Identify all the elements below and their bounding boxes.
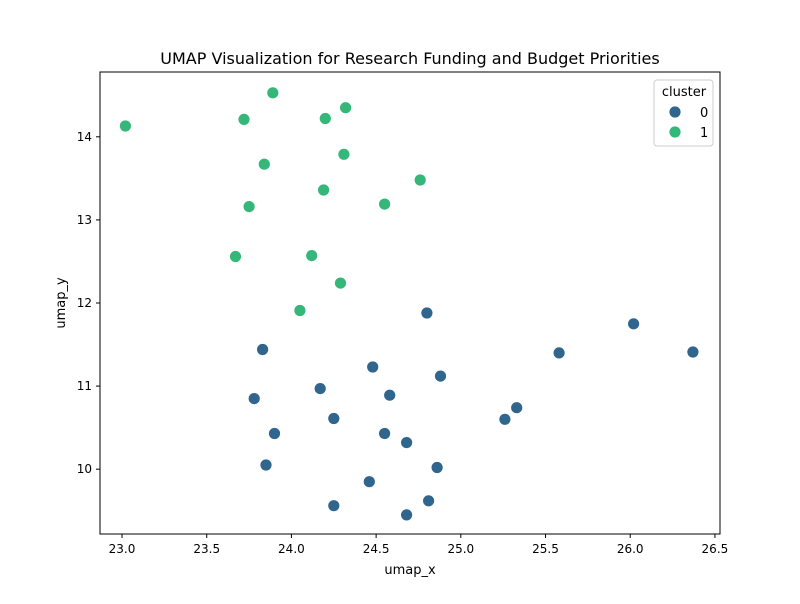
plot-points: [119, 86, 700, 522]
chart-title: UMAP Visualization for Research Funding …: [160, 49, 659, 68]
data-point-cluster-1-10: [242, 200, 256, 214]
data-point-cluster-0-7: [313, 382, 327, 396]
legend-box: [653, 79, 714, 147]
data-point-cluster-0-2: [552, 346, 566, 360]
data-point-cluster-0-12: [327, 412, 341, 425]
x-tick-label: 23.0: [109, 542, 136, 556]
legend: cluster 0 1: [653, 79, 714, 147]
data-point-cluster-1-6: [257, 157, 271, 171]
x-tick-label: 26.0: [617, 542, 644, 556]
x-tick-label: 24.5: [363, 542, 390, 556]
x-tick-label: 23.5: [193, 542, 220, 556]
y-tick-label: 13: [77, 213, 92, 227]
x-axis-label: umap_x: [384, 563, 436, 578]
legend-label-cluster-0: 0: [700, 106, 708, 121]
x-tick-label: 25.0: [447, 542, 474, 556]
legend-title: cluster: [662, 85, 707, 100]
data-point-cluster-1-7: [413, 173, 427, 187]
data-point-cluster-1-12: [305, 249, 319, 263]
data-point-cluster-0-9: [247, 392, 261, 406]
data-point-cluster-0-20: [327, 499, 341, 513]
y-tick-label: 10: [77, 462, 92, 476]
data-point-cluster-1-0: [266, 86, 280, 100]
data-point-cluster-0-11: [498, 412, 512, 426]
data-point-cluster-1-1: [339, 101, 353, 115]
data-point-cluster-0-19: [422, 494, 436, 508]
y-axis-ticks: 10 11 12 13 14: [77, 130, 100, 476]
data-point-cluster-1-9: [378, 197, 392, 211]
data-point-cluster-1-5: [337, 147, 351, 161]
legend-marker-cluster-0: [668, 105, 682, 119]
data-point-cluster-1-13: [334, 276, 347, 290]
x-tick-label: 24.0: [278, 542, 305, 556]
y-tick-label: 12: [77, 296, 92, 310]
data-point-cluster-0-17: [430, 461, 444, 474]
data-point-cluster-0-6: [434, 369, 447, 383]
y-tick-label: 11: [77, 379, 92, 393]
y-tick-label: 14: [77, 130, 92, 144]
data-point-cluster-1-4: [318, 112, 332, 125]
data-point-cluster-1-8: [317, 183, 331, 197]
data-point-cluster-0-16: [259, 458, 273, 472]
x-axis-ticks: 23.0 23.5 24.0 24.5 25.0 25.5 26.0 26.5: [109, 534, 729, 556]
data-point-cluster-0-3: [686, 345, 700, 359]
legend-marker-cluster-1: [668, 125, 682, 139]
data-point-cluster-0-14: [378, 427, 392, 440]
x-tick-label: 26.5: [702, 542, 729, 556]
data-point-cluster-0-8: [383, 388, 397, 402]
data-point-cluster-0-15: [400, 436, 414, 450]
data-point-cluster-0-10: [510, 401, 524, 415]
x-tick-label: 25.5: [532, 542, 559, 556]
plot-frame: [99, 71, 721, 535]
data-point-cluster-0-18: [362, 475, 376, 489]
data-point-cluster-0-0: [420, 306, 434, 320]
data-point-cluster-1-11: [229, 250, 242, 263]
data-point-cluster-0-1: [627, 317, 640, 331]
data-point-cluster-0-4: [256, 343, 270, 356]
data-point-cluster-0-13: [268, 427, 281, 440]
legend-label-cluster-1: 1: [700, 126, 708, 141]
y-axis-label: umap_y: [54, 277, 69, 329]
data-point-cluster-1-14: [293, 304, 307, 317]
data-point-cluster-1-2: [119, 119, 132, 133]
data-point-cluster-1-3: [237, 113, 251, 126]
data-point-cluster-0-5: [366, 360, 380, 374]
data-point-cluster-0-21: [400, 508, 414, 522]
